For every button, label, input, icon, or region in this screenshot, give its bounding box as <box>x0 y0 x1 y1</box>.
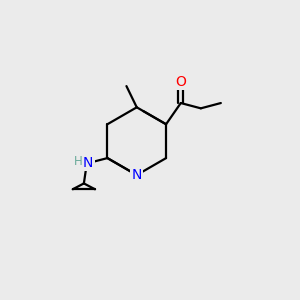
Text: O: O <box>176 75 186 89</box>
Text: N: N <box>132 168 142 182</box>
Text: N: N <box>83 156 94 170</box>
Text: H: H <box>74 155 83 168</box>
